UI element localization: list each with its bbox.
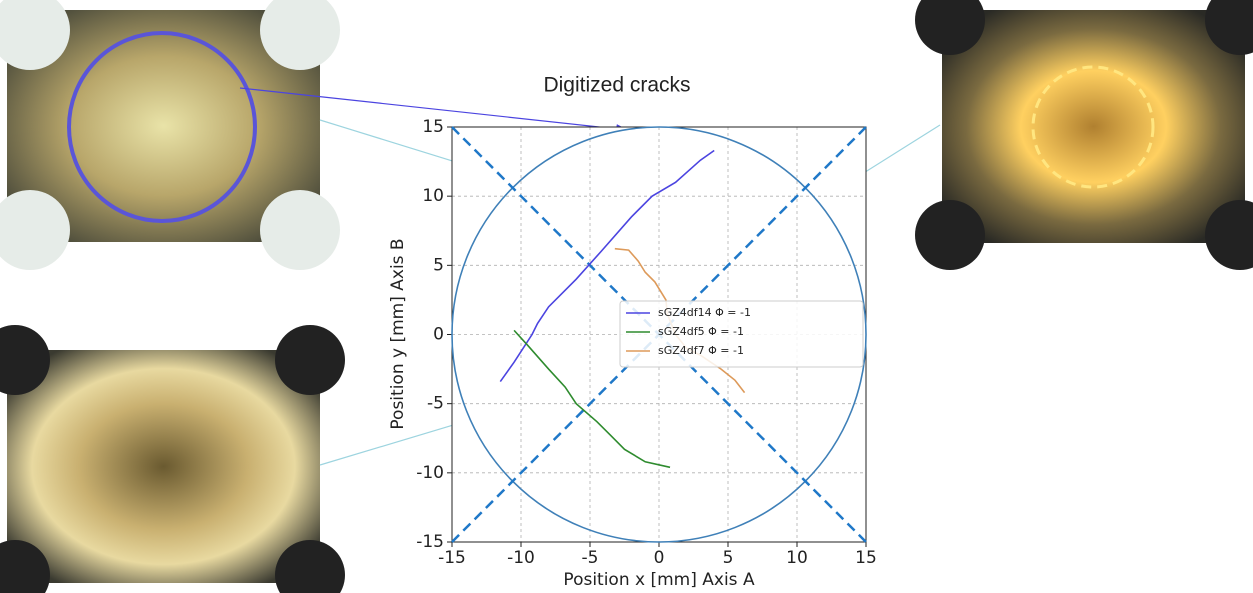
y-tick-label: 5 [433,255,444,275]
legend-label: sGZ4df5 Φ = -1 [658,325,744,338]
chart-title: Digitized cracks [543,74,690,97]
y-tick-label: -10 [416,463,444,483]
legend-label: sGZ4df7 Φ = -1 [658,344,744,357]
y-tick-label: 0 [433,325,444,345]
page: Digitized cracks Position x [mm] Axis A … [0,0,1253,593]
y-tick-label: -5 [427,394,444,414]
legend-label: sGZ4df14 Φ = -1 [658,306,751,319]
x-axis-label: Position x [mm] Axis A [563,570,755,590]
x-tick-label: 5 [723,548,734,568]
photo-top-left [0,0,340,270]
photo-top-right [915,0,1253,270]
y-tick-label: -15 [416,532,444,552]
x-tick-label: 15 [855,548,877,568]
x-tick-label: -5 [582,548,599,568]
x-tick-label: 10 [786,548,808,568]
y-tick-label: 15 [422,117,444,137]
y-tick-label: 10 [422,186,444,206]
photo-bottom-left [0,325,345,593]
y-axis-label: Position y [mm] Axis B [388,238,408,429]
x-tick-label: -10 [507,548,535,568]
x-tick-label: 0 [654,548,665,568]
